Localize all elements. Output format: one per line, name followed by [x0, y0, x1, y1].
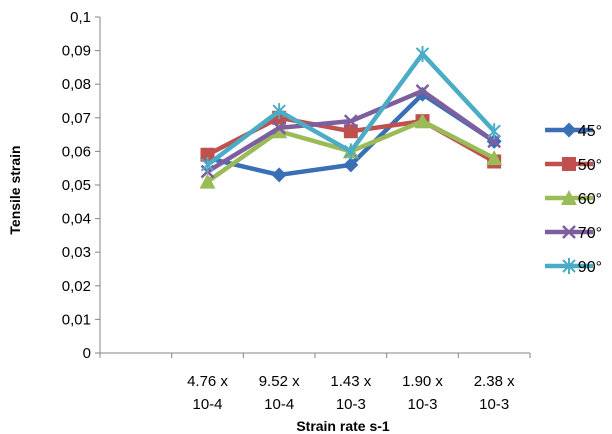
legend-marker: [561, 190, 577, 205]
series-5: [200, 45, 501, 173]
legend-label: 70°: [578, 225, 602, 242]
data-point: [344, 143, 358, 160]
y-tick-label: 0,01: [62, 311, 91, 328]
legend-label: 60°: [578, 191, 602, 208]
legend-item: 45°: [545, 122, 602, 140]
data-point: [415, 45, 430, 62]
data-point: [415, 84, 430, 98]
legend-item: 70°: [545, 225, 602, 242]
data-point: [271, 167, 287, 183]
x-tick-label: 4.76 x 10-4: [187, 373, 228, 413]
legend-item: 90°: [545, 258, 602, 276]
legend-label: 50°: [578, 157, 602, 174]
data-point: [200, 156, 215, 173]
y-tick-label: 0,08: [62, 76, 91, 93]
legend-marker: [562, 225, 576, 239]
x-tick-label: 9.52 x 10-4: [259, 373, 300, 413]
y-tick-label: 0,06: [62, 143, 91, 160]
data-point: [200, 147, 215, 162]
legend-label: 90°: [578, 259, 602, 276]
data-point: [271, 123, 288, 139]
data-point: [487, 123, 501, 140]
series-layer: [199, 45, 503, 189]
x-tick-label: 1.90 x 10-3: [402, 373, 443, 413]
legend-item: 60°: [545, 190, 602, 208]
data-point: [487, 134, 502, 149]
y-tick-label: 0: [83, 345, 91, 362]
x-tick-label: 1.43 x 10-3: [330, 373, 371, 413]
y-tick-label: 0,02: [62, 278, 91, 295]
y-tick-label: 0,07: [62, 110, 91, 127]
data-point: [343, 124, 358, 139]
data-point: [414, 113, 431, 129]
y-tick-label: 0,09: [62, 43, 91, 60]
data-point: [272, 120, 287, 135]
y-tick-label: 0,1: [70, 9, 91, 26]
x-tick-label: 2.38 x 10-3: [474, 373, 515, 413]
data-point: [199, 173, 216, 189]
legend: 45° 50° 60° 70° 90°: [545, 122, 602, 276]
legend-marker: [561, 122, 577, 138]
legend-marker: [562, 258, 576, 274]
data-point: [272, 103, 286, 120]
y-axis: 0 0,01 0,02 0,03 0,04 0,05 0,06 0,07 0,08 0,09 0,1: [62, 9, 101, 362]
y-tick-label: 0,03: [62, 244, 91, 261]
data-point: [343, 157, 359, 173]
y-tick-label: 0,04: [62, 211, 91, 228]
y-axis-title: Tensile strain: [7, 145, 23, 234]
y-tick-label: 0,05: [62, 177, 91, 194]
legend-item: 50°: [545, 157, 602, 174]
legend-marker: [562, 157, 576, 171]
legend-label: 45°: [578, 123, 602, 140]
x-axis-title: Strain rate s-1: [296, 418, 390, 434]
data-point: [486, 150, 503, 166]
data-point: [343, 114, 358, 129]
x-axis: 4.76 x 10-4 9.52 x 10-4 1.43 x 10-3 1.90 x 10-3…: [99, 352, 531, 413]
